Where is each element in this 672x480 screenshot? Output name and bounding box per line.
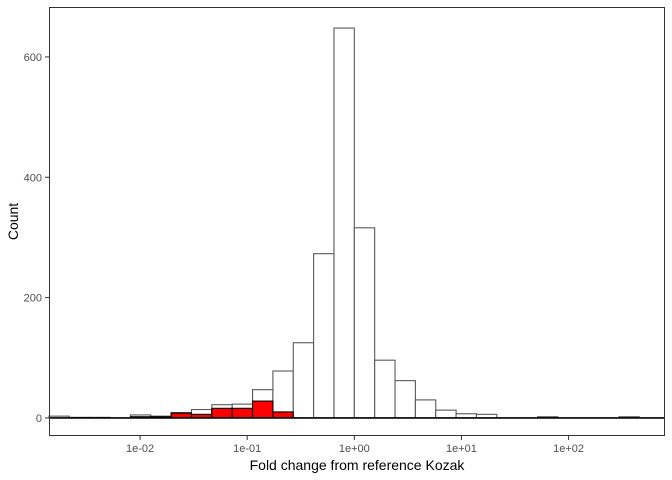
y-tick-label: 0 [36,413,42,425]
x-tick-label: 1e+02 [553,443,584,455]
white-bar [272,370,294,419]
red-bar [272,411,294,419]
red-bar [252,400,274,419]
white-bar [353,227,376,419]
white-bar [313,253,335,419]
y-tick-label: 600 [24,52,42,64]
y-tick-label: 200 [24,293,42,305]
white-bar [435,409,457,419]
white-series-bars [48,27,640,419]
white-bar [374,359,396,419]
x-axis: 1e-02 1e-01 1e+00 1e+01 1e+02 [126,436,584,455]
red-series-bars [129,400,294,419]
y-axis: 0 200 400 600 [24,52,49,425]
white-bar [292,342,315,419]
y-tick-label: 400 [24,172,42,184]
x-tick-label: 1e+01 [446,443,477,455]
y-axis-title: Count [5,203,21,240]
x-tick-label: 1e-01 [233,443,261,455]
white-bar [414,399,437,419]
red-bar [211,407,233,419]
plot-panel-border [49,7,665,436]
red-bar [231,407,254,419]
x-tick-label: 1e-02 [126,443,154,455]
white-bar [333,27,355,419]
white-bar [394,380,416,419]
x-tick-label: 1e+00 [339,443,370,455]
x-axis-title: Fold change from reference Kozak [250,457,466,473]
